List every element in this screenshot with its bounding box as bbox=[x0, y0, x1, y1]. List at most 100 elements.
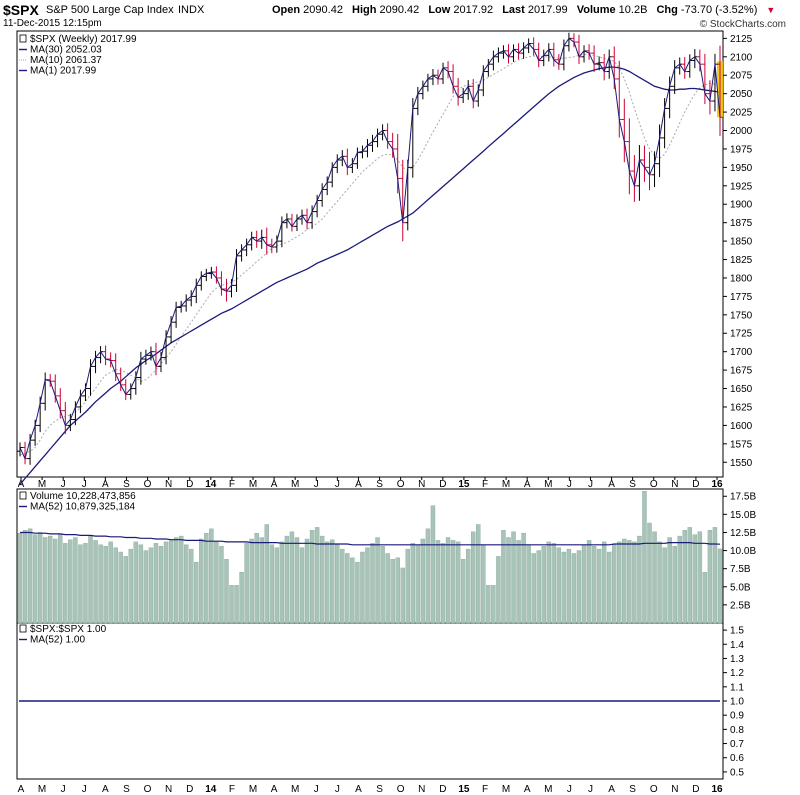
ohlc-bar bbox=[88, 359, 94, 396]
volume-bar bbox=[415, 544, 421, 624]
legend-entry: Volume 10,228,473,856 bbox=[30, 491, 136, 502]
quote-label: High bbox=[352, 4, 377, 16]
box-icon bbox=[19, 491, 27, 500]
ohlc-bar bbox=[576, 34, 582, 65]
box-icon bbox=[19, 624, 27, 633]
volume-bar bbox=[249, 538, 254, 624]
y-tick-label: 17.5B bbox=[730, 492, 756, 503]
legend-entry: MA(52) 1.00 bbox=[30, 635, 85, 646]
volume-bar bbox=[380, 546, 385, 624]
x-tick-label: S bbox=[629, 784, 636, 795]
y-tick-label: 1725 bbox=[730, 329, 753, 340]
volume-bar bbox=[78, 544, 83, 624]
ohlc-bar bbox=[244, 238, 250, 257]
x-tick-label: M bbox=[544, 784, 552, 795]
x-tick-label: 15 bbox=[458, 479, 470, 490]
brand-watermark[interactable]: © StockCharts.com bbox=[699, 19, 786, 30]
volume-bar bbox=[385, 553, 390, 624]
ohlc-bar bbox=[455, 78, 461, 106]
volume-bar bbox=[229, 585, 234, 624]
volume-bar bbox=[98, 544, 103, 624]
y-tick-label: 0.7 bbox=[730, 739, 744, 750]
x-tick-label: J bbox=[588, 479, 593, 490]
x-tick-label: M bbox=[249, 479, 257, 490]
volume-bar bbox=[73, 537, 78, 624]
ohlc-bar bbox=[249, 231, 255, 251]
volume-bar bbox=[335, 544, 340, 624]
legend-entry: $SPX:$SPX 1.00 bbox=[30, 624, 107, 635]
volume-bar bbox=[662, 547, 667, 624]
volume-bar bbox=[42, 537, 48, 624]
ohlc-bar bbox=[168, 315, 174, 344]
ohlc-bar bbox=[561, 39, 567, 71]
volume-bar bbox=[566, 548, 572, 624]
volume-bar bbox=[254, 532, 259, 624]
x-tick-label: A bbox=[102, 479, 109, 490]
x-tick-label: A bbox=[355, 479, 362, 490]
volume-bar bbox=[63, 543, 68, 624]
volume-bar bbox=[652, 531, 657, 624]
volume-bar bbox=[647, 522, 652, 624]
y-tick-label: 1850 bbox=[730, 237, 753, 248]
volume-bar bbox=[168, 539, 174, 624]
y-tick-label: 1575 bbox=[730, 439, 753, 450]
y-tick-label: 1975 bbox=[730, 144, 753, 155]
ohlc-bar bbox=[480, 65, 486, 97]
volume-bar bbox=[596, 548, 602, 624]
volume-bar bbox=[279, 541, 285, 624]
x-tick-label: N bbox=[165, 784, 172, 795]
x-tick-label: D bbox=[186, 784, 193, 795]
volume-bar bbox=[677, 535, 682, 624]
y-tick-label: 1650 bbox=[730, 384, 753, 395]
volume-bar bbox=[496, 556, 501, 624]
quote-value: 2017.92 bbox=[450, 4, 497, 16]
volume-bar bbox=[163, 541, 169, 624]
y-tick-label: 10.0B bbox=[730, 546, 756, 557]
volume-bar bbox=[27, 528, 33, 624]
volume-bar bbox=[199, 538, 204, 624]
ohlc-bar bbox=[536, 42, 542, 68]
x-tick-label: A bbox=[524, 784, 531, 795]
ohlc-bar bbox=[636, 145, 642, 201]
ohlc-bar bbox=[662, 98, 668, 149]
ohlc-bar bbox=[239, 244, 245, 262]
x-tick-label: J bbox=[567, 784, 572, 795]
y-tick-label: 1.2 bbox=[730, 668, 744, 679]
x-tick-label: S bbox=[376, 479, 383, 490]
x-tick-label: M bbox=[38, 479, 46, 490]
x-tick-label: J bbox=[82, 479, 87, 490]
ohlc-bar bbox=[511, 44, 517, 62]
x-tick-label: D bbox=[186, 479, 193, 490]
quote-value: 2090.42 bbox=[300, 4, 346, 16]
ohlc-bar bbox=[551, 42, 557, 67]
volume-bar bbox=[526, 544, 531, 624]
volume-bar bbox=[350, 557, 355, 624]
ohlc-bar bbox=[521, 42, 527, 59]
y-tick-label: 1625 bbox=[730, 402, 753, 413]
ohlc-bar bbox=[72, 401, 78, 426]
y-tick-label: 1.4 bbox=[730, 640, 744, 651]
x-tick-label: J bbox=[314, 784, 319, 795]
volume-bar bbox=[153, 543, 159, 624]
volume-ma52-line bbox=[20, 531, 721, 546]
x-tick-label: O bbox=[144, 784, 152, 795]
x-tick-label: 14 bbox=[205, 784, 217, 795]
volume-bar bbox=[556, 547, 562, 624]
volume-bar bbox=[299, 547, 305, 624]
ohlc-bar bbox=[183, 294, 189, 312]
y-tick-label: 0.8 bbox=[730, 725, 744, 736]
ohlc-bar bbox=[93, 350, 99, 374]
volume-bar bbox=[370, 543, 375, 624]
x-tick-label: J bbox=[61, 479, 66, 490]
ohlc-bar bbox=[123, 379, 129, 401]
x-tick-label: 16 bbox=[711, 479, 723, 490]
volume-bar bbox=[178, 535, 184, 624]
volume-bar bbox=[194, 561, 199, 624]
y-tick-label: 5.0B bbox=[730, 582, 751, 593]
ohlc-bar bbox=[153, 342, 159, 376]
y-tick-label: 1550 bbox=[730, 458, 753, 469]
volume-bar bbox=[541, 546, 546, 624]
y-tick-label: 0.9 bbox=[730, 711, 744, 722]
volume-bar bbox=[390, 559, 395, 624]
legend-entry: MA(1) 2017.99 bbox=[30, 66, 97, 77]
